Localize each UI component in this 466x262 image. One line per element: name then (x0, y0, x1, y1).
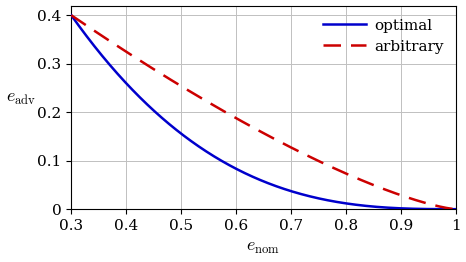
optimal (69, 14, 74, 17)
arbitrary (238, 119, 243, 122)
arbitrary (332, 167, 338, 170)
optimal (453, 208, 459, 211)
Line: optimal: optimal (71, 15, 456, 209)
optimal (375, 205, 381, 209)
Line: arbitrary: arbitrary (71, 15, 456, 209)
optimal (332, 200, 338, 203)
arbitrary (368, 182, 374, 185)
X-axis label: $e_{\mathrm{nom}}$: $e_{\mathrm{nom}}$ (247, 238, 281, 256)
arbitrary (224, 111, 229, 114)
optimal (108, 64, 113, 67)
Legend: optimal, arbitrary: optimal, arbitrary (319, 13, 448, 59)
arbitrary (453, 208, 459, 211)
optimal (368, 205, 374, 208)
arbitrary (375, 185, 381, 188)
arbitrary (69, 14, 74, 17)
optimal (238, 170, 243, 173)
arbitrary (108, 40, 113, 43)
optimal (224, 162, 229, 165)
Y-axis label: $e_{\mathrm{adv}}$: $e_{\mathrm{adv}}$ (6, 89, 36, 107)
